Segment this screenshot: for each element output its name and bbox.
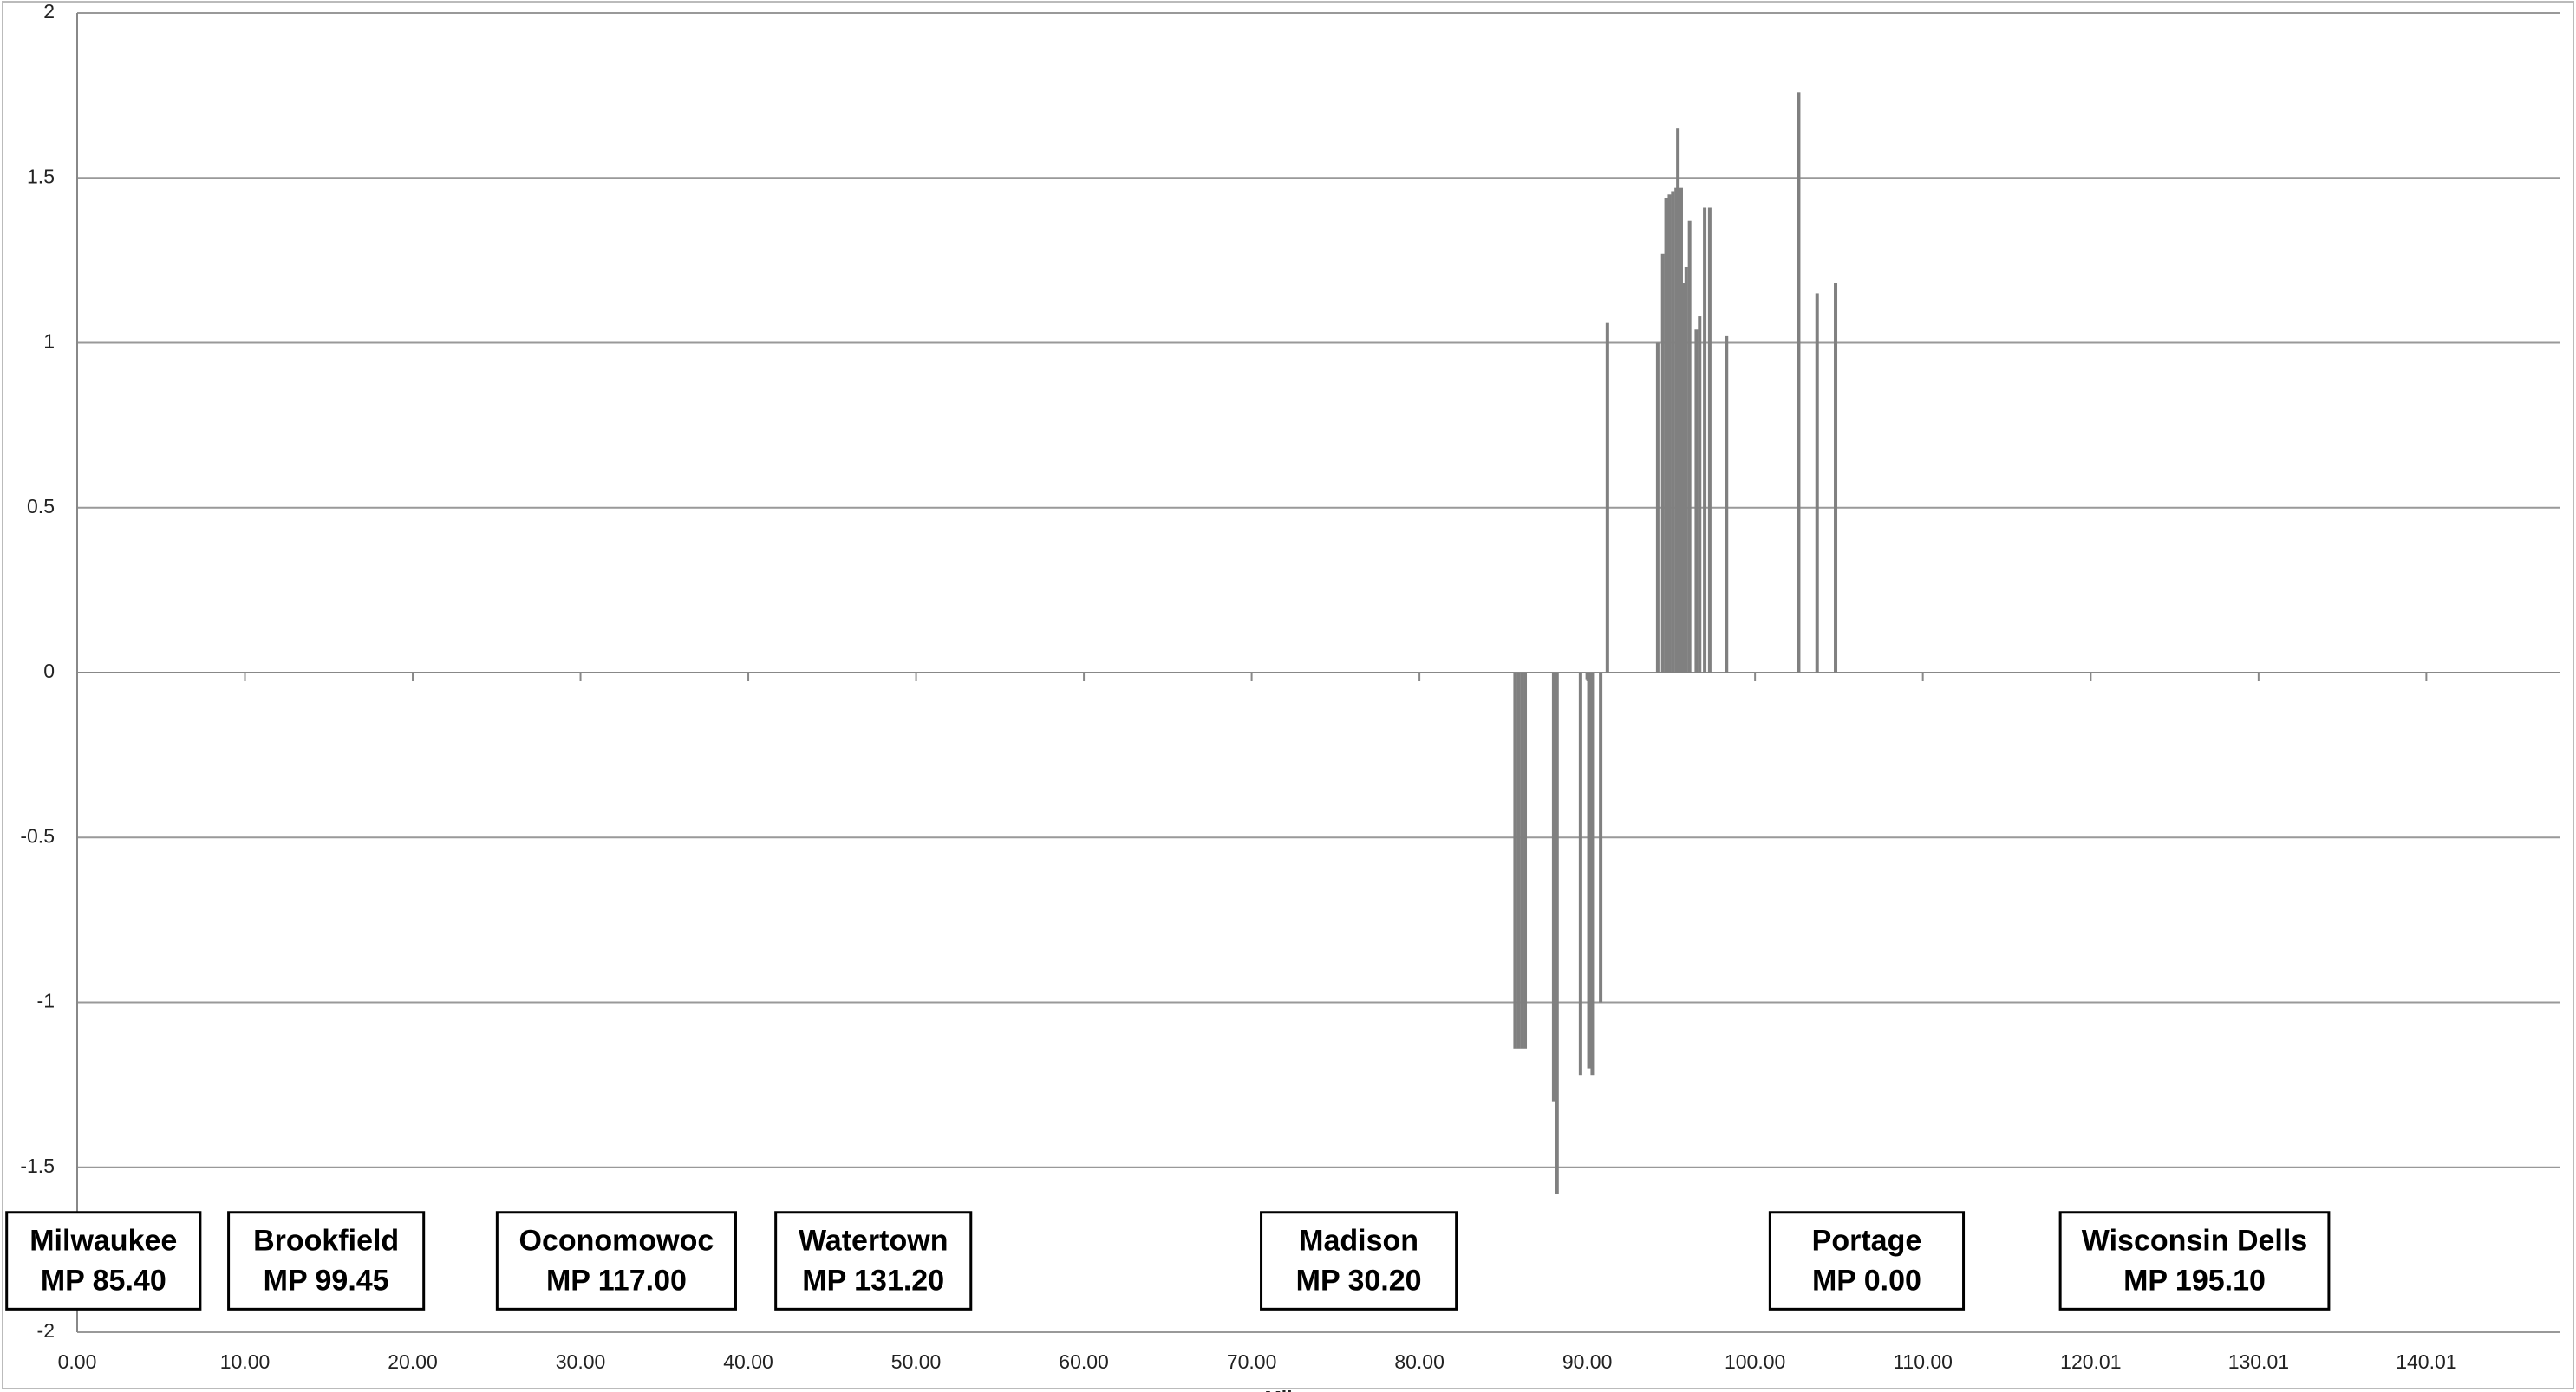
bar <box>1687 220 1692 673</box>
x-axis-title: Mile <box>1265 1387 1304 1392</box>
city-box <box>1768 1211 1966 1311</box>
bar <box>1679 187 1683 673</box>
city-label: Watertown MP 131.20 <box>774 1211 973 1311</box>
bar <box>1513 673 1517 1049</box>
city-box <box>774 1211 973 1311</box>
city-mp: MP 0.00 <box>1812 1265 1921 1298</box>
y-tick-label: -0.5 <box>20 824 55 847</box>
city-label: Wisconsin Dells MP 195.10 <box>2058 1211 2331 1311</box>
x-tick-label: 30.00 <box>556 1350 606 1373</box>
x-tick-label: 50.00 <box>891 1350 942 1373</box>
x-tick-label: 70.00 <box>1227 1350 1277 1373</box>
bar <box>1660 253 1665 673</box>
bar <box>1703 207 1707 673</box>
x-tick-label: 140.01 <box>2396 1350 2456 1373</box>
x-tick-label: 110.00 <box>1893 1350 1953 1373</box>
city-name: Portage <box>1812 1225 1922 1258</box>
bar <box>1684 266 1688 673</box>
y-tick-label: 0 <box>43 660 55 682</box>
city-name: Wisconsin Dells <box>2082 1225 2307 1258</box>
bar <box>1599 673 1603 1003</box>
bar <box>1523 673 1528 1049</box>
x-tick-label: 100.00 <box>1725 1350 1785 1373</box>
y-tick-label: -1 <box>37 990 55 1012</box>
bar <box>1655 342 1660 673</box>
city-label: Oconomowoc MP 117.00 <box>495 1211 737 1311</box>
city-label: Milwaukee MP 85.40 <box>5 1211 202 1311</box>
bar <box>1694 329 1699 673</box>
bar <box>1707 207 1712 673</box>
x-tick-label: 10.00 <box>220 1350 271 1373</box>
y-tick-label: 2 <box>43 0 55 23</box>
x-tick-label: 40.00 <box>723 1350 773 1373</box>
bar <box>1578 673 1582 1076</box>
city-box <box>227 1211 426 1311</box>
city-name: Oconomowoc <box>519 1225 714 1258</box>
y-tick-label: 0.5 <box>27 495 55 517</box>
bar <box>1590 673 1595 1076</box>
city-mp: MP 85.40 <box>41 1265 166 1298</box>
city-name: Watertown <box>799 1225 949 1258</box>
city-label: Portage MP 0.00 <box>1768 1211 1966 1311</box>
x-tick-label: 0.00 <box>58 1350 97 1373</box>
bar <box>1676 128 1680 673</box>
city-box <box>495 1211 737 1311</box>
bar <box>1520 673 1524 1049</box>
y-tick-label: 1 <box>43 330 55 353</box>
bar <box>1698 316 1702 673</box>
x-tick-label: 20.00 <box>388 1350 438 1373</box>
city-mp: MP 30.20 <box>1296 1265 1422 1298</box>
x-tick-label: 130.01 <box>2228 1350 2289 1373</box>
city-label: Madison MP 30.20 <box>1260 1211 1458 1311</box>
city-name: Milwaukee <box>29 1225 177 1258</box>
x-tick-label: 60.00 <box>1059 1350 1109 1373</box>
y-tick-label: -1.5 <box>20 1155 55 1177</box>
x-tick-label: 120.01 <box>2060 1350 2121 1373</box>
bar <box>1725 335 1729 673</box>
y-tick-label: 1.5 <box>27 165 55 187</box>
city-mp: MP 99.45 <box>264 1265 389 1298</box>
city-label: Brookfield MP 99.45 <box>227 1211 426 1311</box>
bar <box>1551 673 1555 1102</box>
bar <box>1834 283 1838 673</box>
bar <box>1815 293 1819 673</box>
city-box <box>1260 1211 1458 1311</box>
city-box <box>2058 1211 2331 1311</box>
city-mp: MP 117.00 <box>546 1265 687 1298</box>
bar <box>1555 673 1559 1194</box>
x-tick-label: 80.00 <box>1394 1350 1445 1373</box>
city-mp: MP 195.10 <box>2123 1265 2266 1298</box>
city-name: Madison <box>1299 1225 1418 1258</box>
bar <box>1671 191 1675 673</box>
bar <box>1587 673 1591 1069</box>
bar <box>1797 92 1801 673</box>
y-tick-label: -2 <box>37 1319 55 1342</box>
bar <box>1605 322 1609 673</box>
city-mp: MP 131.20 <box>802 1265 944 1298</box>
city-box <box>5 1211 202 1311</box>
bar <box>1664 198 1668 673</box>
x-tick-label: 90.00 <box>1562 1350 1613 1373</box>
bar <box>1516 673 1521 1049</box>
city-name: Brookfield <box>253 1225 399 1258</box>
bar <box>1667 194 1672 673</box>
